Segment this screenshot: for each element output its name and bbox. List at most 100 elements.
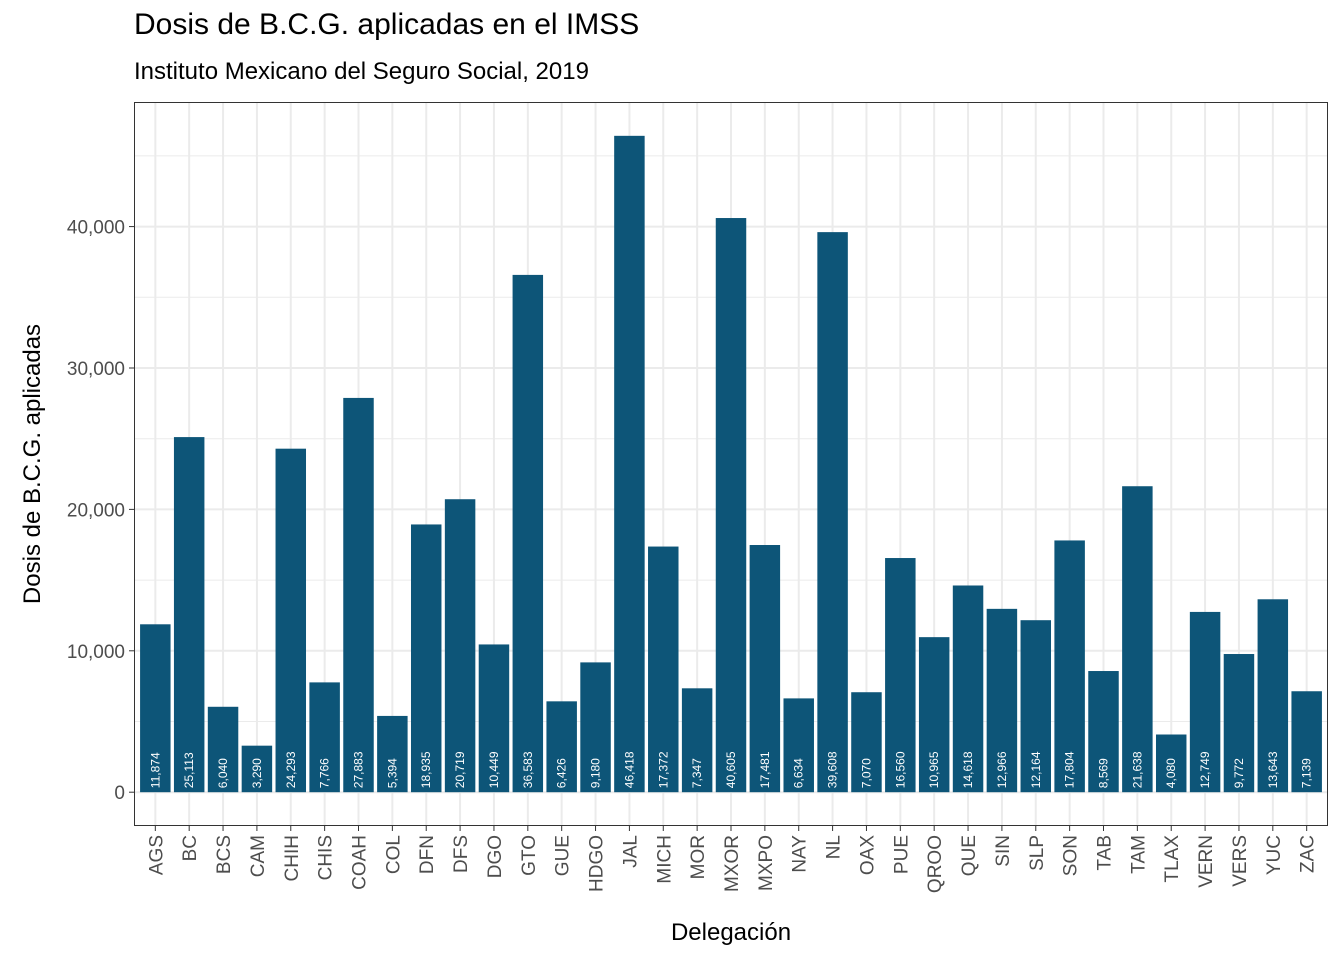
x-tick-label: AGS xyxy=(146,835,167,875)
x-tick-label: SLP xyxy=(1027,835,1048,871)
x-tick-label: COL xyxy=(383,835,404,874)
y-tick-label: 10,000 xyxy=(67,642,125,663)
bar-value-label: 7,139 xyxy=(1300,758,1314,788)
x-tick-label: BC xyxy=(180,835,201,861)
bar-sin xyxy=(986,608,1018,793)
x-tick-label: MICH xyxy=(654,835,675,884)
bar-mor xyxy=(681,688,713,793)
bar-value-label: 12,164 xyxy=(1029,751,1043,788)
bar-value-label: 7,766 xyxy=(318,758,332,788)
bar-qroo xyxy=(918,637,950,793)
x-tick-label: MXPO xyxy=(756,835,777,891)
bar-value-label: 4,080 xyxy=(1164,758,1178,788)
bar-mich xyxy=(648,546,679,793)
bar-value-label: 11,874 xyxy=(148,752,162,788)
x-tick-label: HDGO xyxy=(587,835,608,892)
bar-value-label: 9,180 xyxy=(589,758,603,788)
x-axis-title: Delegación xyxy=(671,919,791,946)
bar-value-label: 20,719 xyxy=(453,751,467,788)
bar-bc xyxy=(173,437,205,793)
bar-value-label: 24,293 xyxy=(284,751,298,788)
bar-nl xyxy=(817,232,848,793)
x-tick-label: DFS xyxy=(451,835,472,873)
bar-value-label: 3,290 xyxy=(250,758,264,788)
bar-value-label: 25,113 xyxy=(182,752,196,788)
y-tick-label: 40,000 xyxy=(67,218,125,239)
bar-value-label: 6,426 xyxy=(555,758,569,788)
bar-value-label: 14,618 xyxy=(961,751,975,788)
bar-jal xyxy=(614,135,645,793)
bar-oax xyxy=(851,692,882,793)
x-tick-label: VERS xyxy=(1230,835,1251,887)
x-tick-label: JAL xyxy=(620,835,641,868)
bar-dfs xyxy=(444,499,476,793)
bar-tlax xyxy=(1155,734,1187,793)
x-tick-label: VERN xyxy=(1196,835,1217,888)
x-tick-label: PUE xyxy=(891,835,912,874)
bar-value-label: 21,638 xyxy=(1130,751,1144,788)
x-tick-label: DGO xyxy=(485,835,506,878)
bar-value-label: 46,418 xyxy=(622,751,636,788)
bar-value-label: 6,634 xyxy=(792,758,806,788)
bar-value-label: 18,935 xyxy=(419,751,433,788)
y-axis-title: Dosis de B.C.G. aplicadas xyxy=(19,324,46,604)
bar-mxpo xyxy=(749,545,781,793)
y-tick-label: 30,000 xyxy=(67,359,125,380)
x-tick-label: CHIH xyxy=(282,835,303,881)
x-tick-label: SON xyxy=(1061,835,1082,876)
x-tick-label: MXOR xyxy=(722,835,743,892)
bar-value-label: 6,040 xyxy=(216,758,230,788)
bar-chih xyxy=(275,448,307,793)
x-tick-label: NL xyxy=(824,835,845,859)
bar-col xyxy=(377,715,408,793)
bar-value-label: 9,772 xyxy=(1232,758,1246,788)
bar-gto xyxy=(512,274,544,793)
x-tick-label: GTO xyxy=(519,835,540,876)
x-tick-label: NAY xyxy=(790,835,811,873)
bar-value-label: 12,749 xyxy=(1198,751,1212,788)
chart-title: Dosis de B.C.G. aplicadas en el IMSS xyxy=(134,8,640,41)
bar-chis xyxy=(309,682,340,793)
bar-gue xyxy=(546,701,577,793)
bar-value-label: 17,372 xyxy=(656,751,670,788)
x-tick-label: YUC xyxy=(1264,835,1285,875)
x-tick-label: CHIS xyxy=(316,835,337,880)
bar-value-label: 17,804 xyxy=(1063,751,1077,788)
y-axis: 0 10,000 20,000 30,000 40,000 xyxy=(67,218,135,804)
bar-value-label: 5,394 xyxy=(385,758,399,788)
x-tick-label: ZAC xyxy=(1298,835,1319,873)
bar-value-label: 12,966 xyxy=(995,751,1009,788)
bar-bcs xyxy=(207,706,239,793)
bar-value-label: 7,347 xyxy=(690,758,704,788)
y-tick-label: 20,000 xyxy=(67,500,125,521)
bar-zac xyxy=(1291,691,1322,793)
x-tick-label: TLAX xyxy=(1162,835,1183,883)
bar-cam xyxy=(241,745,273,793)
bar-value-label: 27,883 xyxy=(352,751,366,788)
x-tick-label: MOR xyxy=(688,835,709,879)
bar-yuc xyxy=(1257,599,1289,793)
bar-vern xyxy=(1189,611,1221,793)
bar-son xyxy=(1054,540,1085,793)
x-tick-label: OAX xyxy=(857,835,878,875)
chart-subtitle: Instituto Mexicano del Seguro Social, 20… xyxy=(134,58,589,85)
x-tick-label: QUE xyxy=(959,835,980,876)
bar-value-label: 40,605 xyxy=(724,751,738,788)
x-tick-label: COAH xyxy=(350,835,371,890)
bars: 11,874 25,113 6,040 3,290 24,293 7,766 27,883 5… xyxy=(140,135,1322,793)
bar-dgo xyxy=(478,644,510,793)
x-tick-label: SIN xyxy=(993,835,1014,867)
bar-value-label: 36,583 xyxy=(521,751,535,788)
bar-value-label: 39,608 xyxy=(826,751,840,788)
bar-tam xyxy=(1122,486,1153,793)
x-tick-label: QROO xyxy=(925,835,946,893)
x-tick-label: TAB xyxy=(1095,835,1116,871)
bar-value-label: 13,643 xyxy=(1266,751,1280,788)
bar-vers xyxy=(1223,654,1255,793)
bar-slp xyxy=(1020,620,1052,793)
x-axis: AGS BC BCS CAM CHIH CHIS COAH COL DFN DFS DGO GTO GU… xyxy=(146,825,1319,893)
bar-hdgo xyxy=(580,662,611,793)
x-tick-label: DFN xyxy=(417,835,438,874)
bar-value-label: 10,965 xyxy=(927,751,941,788)
